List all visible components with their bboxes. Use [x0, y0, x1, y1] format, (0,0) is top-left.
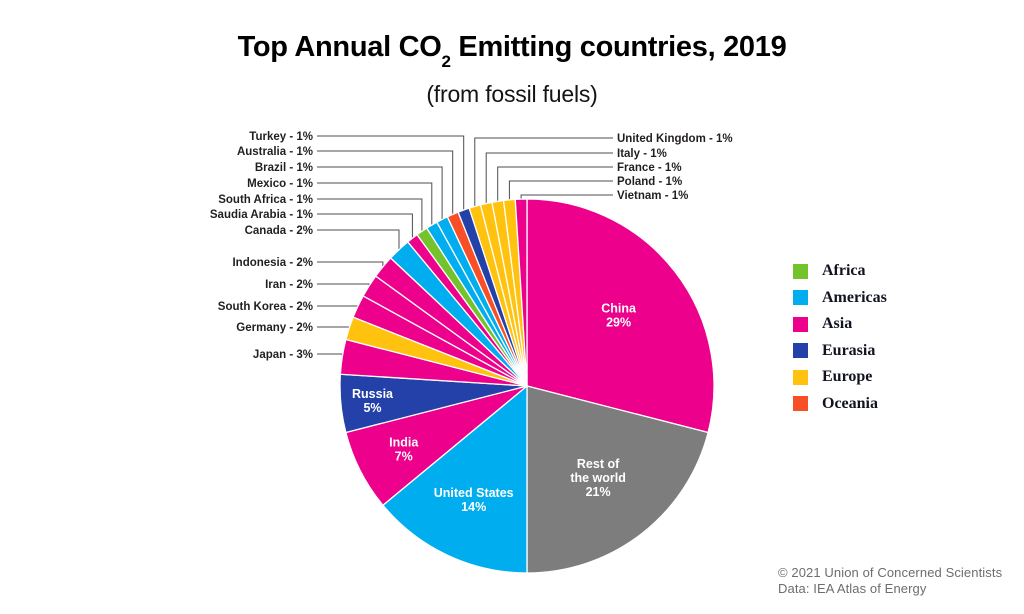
leader-line-indonesia: [317, 261, 384, 267]
legend-item-asia: Asia: [793, 315, 887, 333]
outer-label-france: France - 1%: [617, 162, 682, 174]
outer-label-south-korea: South Korea - 2%: [218, 301, 313, 313]
credit-line: © 2021 Union of Concerned Scientists Dat…: [778, 565, 1002, 596]
title-subscript: 2: [441, 51, 451, 71]
legend-item-eurasia: Eurasia: [793, 342, 887, 360]
legend-label-asia: Asia: [822, 315, 853, 332]
legend-swatch-americas: [793, 290, 808, 305]
outer-label-italy: Italy - 1%: [617, 148, 667, 160]
legend-swatch-asia: [793, 316, 808, 332]
legend: Africa Americas Asia Eurasia Europe Oceania: [793, 262, 887, 413]
legend-swatch-oceania: [793, 396, 808, 411]
leader-line-vietnam: [520, 194, 613, 200]
leader-line-saudia-arabia: [317, 213, 413, 239]
chart-header: Top Annual CO2 Emitting countries, 2019 …: [0, 31, 1024, 108]
leader-line-canada: [317, 229, 400, 250]
leader-line-italy: [485, 152, 613, 204]
leader-line-france: [497, 166, 613, 202]
outer-label-japan: Japan - 3%: [253, 349, 313, 361]
leader-line-united-kingdom: [474, 137, 613, 207]
legend-swatch-eurasia: [793, 343, 808, 358]
leader-line-mexico: [317, 182, 433, 225]
slice-label-russia: Russia 5%: [352, 387, 394, 415]
outer-label-mexico: Mexico - 1%: [247, 178, 313, 190]
legend-item-africa: Africa: [793, 262, 887, 280]
outer-label-iran: Iran - 2%: [265, 279, 313, 291]
leader-line-japan: [317, 353, 343, 357]
slice-label-china: China 29%: [601, 301, 637, 329]
outer-label-australia: Australia - 1%: [237, 146, 313, 158]
leader-line-iran: [317, 283, 370, 286]
leader-line-turkey: [317, 135, 465, 211]
outer-label-germany: Germany - 2%: [236, 322, 313, 334]
legend-item-oceania: Oceania: [793, 395, 887, 413]
leader-line-australia: [317, 150, 454, 215]
title-text: Top Annual CO: [237, 31, 442, 63]
chart-subtitle: (from fossil fuels): [426, 80, 598, 107]
outer-label-canada: Canada - 2%: [245, 225, 313, 237]
outer-label-united-kingdom: United Kingdom - 1%: [617, 133, 733, 145]
legend-item-europe: Europe: [793, 368, 887, 386]
legend-swatch-africa: [793, 263, 808, 279]
legend-item-americas: Americas: [793, 289, 887, 307]
legend-label-eurasia: Eurasia: [822, 341, 876, 359]
slice-label-united-states: United States 14%: [434, 486, 514, 514]
slice-label-rest-of-the-world: Rest of the world 21%: [570, 457, 626, 499]
pie-slice-united-states: [382, 385, 528, 574]
leader-line-brazil: [317, 166, 443, 220]
credit-copyright: © 2021 Union of Concerned Scientists: [778, 565, 1003, 580]
leader-line-germany: [317, 326, 350, 329]
outer-label-brazil: Brazil - 1%: [255, 162, 313, 174]
title-text-2: Emitting countries, 2019: [450, 31, 787, 63]
outer-label-saudia-arabia: Saudia Arabia - 1%: [210, 209, 313, 221]
pie-slice-rest-of-the-world: [526, 385, 709, 574]
outer-label-vietnam: Vietnam - 1%: [617, 190, 688, 202]
slice-label-india: India 7%: [389, 435, 419, 463]
legend-swatch-europe: [793, 369, 808, 385]
legend-label-africa: Africa: [822, 262, 866, 279]
chart-title: Top Annual CO2 Emitting countries, 2019: [0, 31, 1024, 71]
leader-line-poland: [508, 180, 613, 200]
outer-label-indonesia: Indonesia - 2%: [232, 257, 313, 269]
outer-label-south-africa: South Africa - 1%: [218, 194, 313, 206]
credit-source: Data: IEA Atlas of Energy: [778, 580, 927, 596]
legend-label-oceania: Oceania: [822, 394, 878, 412]
legend-label-americas: Americas: [822, 288, 887, 306]
leader-line-south-africa: [317, 198, 423, 232]
outer-label-turkey: Turkey - 1%: [249, 131, 313, 143]
legend-label-europe: Europe: [822, 368, 873, 385]
pie-slice-china: [526, 198, 715, 434]
pie-slice-vietnam: [514, 198, 528, 387]
outer-label-poland: Poland - 1%: [617, 176, 682, 188]
